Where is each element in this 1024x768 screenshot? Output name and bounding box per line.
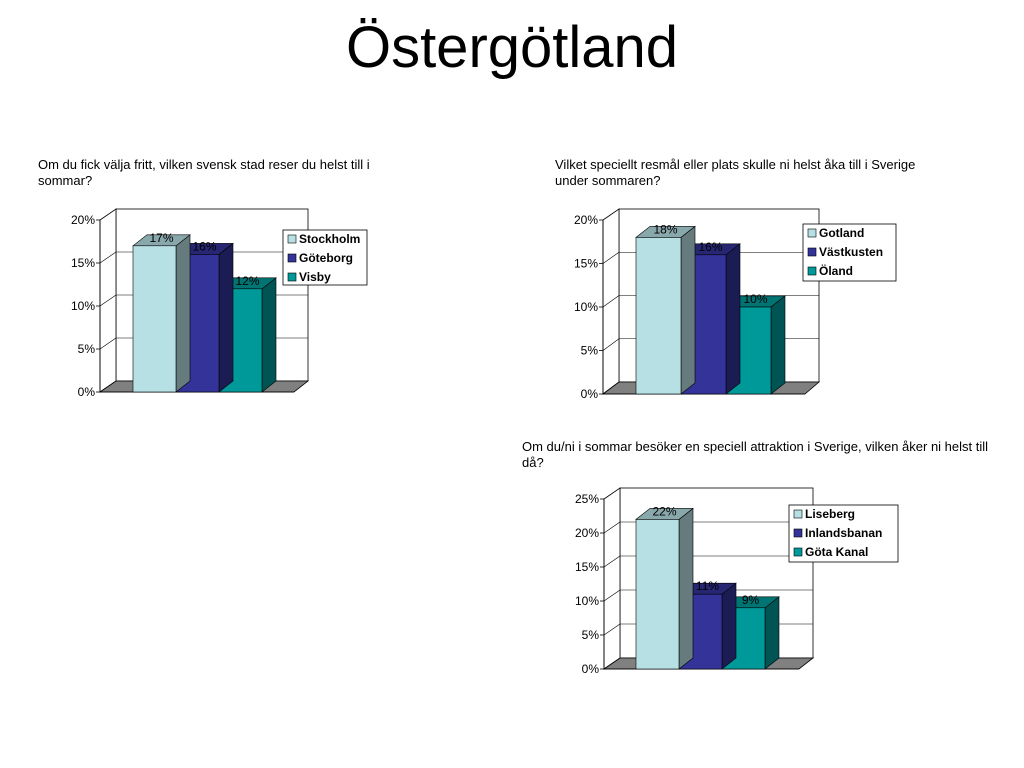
data-label: 22% (652, 504, 676, 518)
y-tick-label: 10% (575, 594, 599, 608)
y-tick-label: 20% (71, 213, 95, 227)
gridline (99, 294, 117, 307)
legend-label: Göteborg (299, 251, 353, 265)
legend-box (282, 229, 368, 286)
bar-0 (635, 519, 680, 670)
data-label: 12% (235, 274, 259, 288)
data-label: 16% (192, 239, 216, 253)
y-tick-label: 25% (575, 492, 599, 506)
legend-label: Liseberg (805, 507, 855, 521)
legend-swatch (807, 266, 817, 276)
page-title: Östergötland (345, 15, 679, 80)
y-tick-label: 15% (574, 257, 598, 271)
legend-swatch (287, 234, 297, 244)
legend-swatch (793, 547, 803, 557)
bar-0 (635, 237, 682, 395)
legend-swatch (807, 228, 817, 238)
y-tick-label: 5% (582, 628, 600, 642)
y-tick-label: 10% (574, 300, 598, 314)
y-tick-label: 0% (582, 662, 600, 676)
data-label: 11% (696, 579, 719, 593)
y-tick-label: 10% (71, 299, 95, 313)
y-tick-label: 20% (574, 213, 598, 227)
chart-3-question: Om du/ni i sommar besöker en speciell at… (522, 439, 989, 470)
bar-side-1 (721, 582, 737, 670)
gridline (99, 251, 117, 264)
gridline (603, 521, 621, 534)
y-tick-label: 5% (581, 344, 599, 358)
plot-side-wall (603, 487, 621, 670)
legend-swatch (807, 247, 817, 257)
y-tick-label: 5% (78, 342, 96, 356)
chart-2-question: Vilket speciellt resmål eller plats skul… (555, 157, 916, 188)
legend-label: Göta Kanal (805, 545, 868, 559)
legend-label: Stockholm (299, 232, 360, 246)
legend-label: Öland (819, 263, 853, 278)
gridline (602, 252, 620, 264)
data-label: 10% (743, 292, 767, 306)
gridline (99, 337, 117, 350)
bar-0 (132, 245, 177, 393)
legend-swatch (287, 253, 297, 263)
legend-box (788, 504, 899, 563)
gridline (602, 338, 620, 351)
legend-label: Visby (299, 270, 331, 284)
gridline (603, 555, 621, 568)
legend-swatch (793, 509, 803, 519)
data-label: 18% (653, 222, 677, 236)
y-tick-label: 0% (581, 387, 599, 401)
legend-box (802, 223, 897, 282)
bar-side-0 (678, 507, 694, 670)
legend-swatch (287, 272, 297, 282)
data-label: 9% (742, 593, 760, 607)
bar-side-2 (764, 596, 780, 670)
gridline (602, 295, 620, 308)
y-tick-label: 20% (575, 526, 599, 540)
legend-label: Västkusten (819, 245, 883, 259)
y-tick-label: 0% (78, 385, 96, 399)
gridline (603, 589, 621, 602)
data-label: 17% (149, 231, 173, 245)
legend-label: Inlandsbanan (805, 526, 882, 540)
gridline (603, 623, 621, 636)
chart-1-question: Om du fick välja fritt, vilken svensk st… (38, 157, 370, 188)
data-label: 16% (698, 240, 722, 254)
y-tick-label: 15% (575, 560, 599, 574)
legend-label: Gotland (819, 226, 864, 240)
y-tick-label: 15% (71, 256, 95, 270)
legend-swatch (793, 528, 803, 538)
